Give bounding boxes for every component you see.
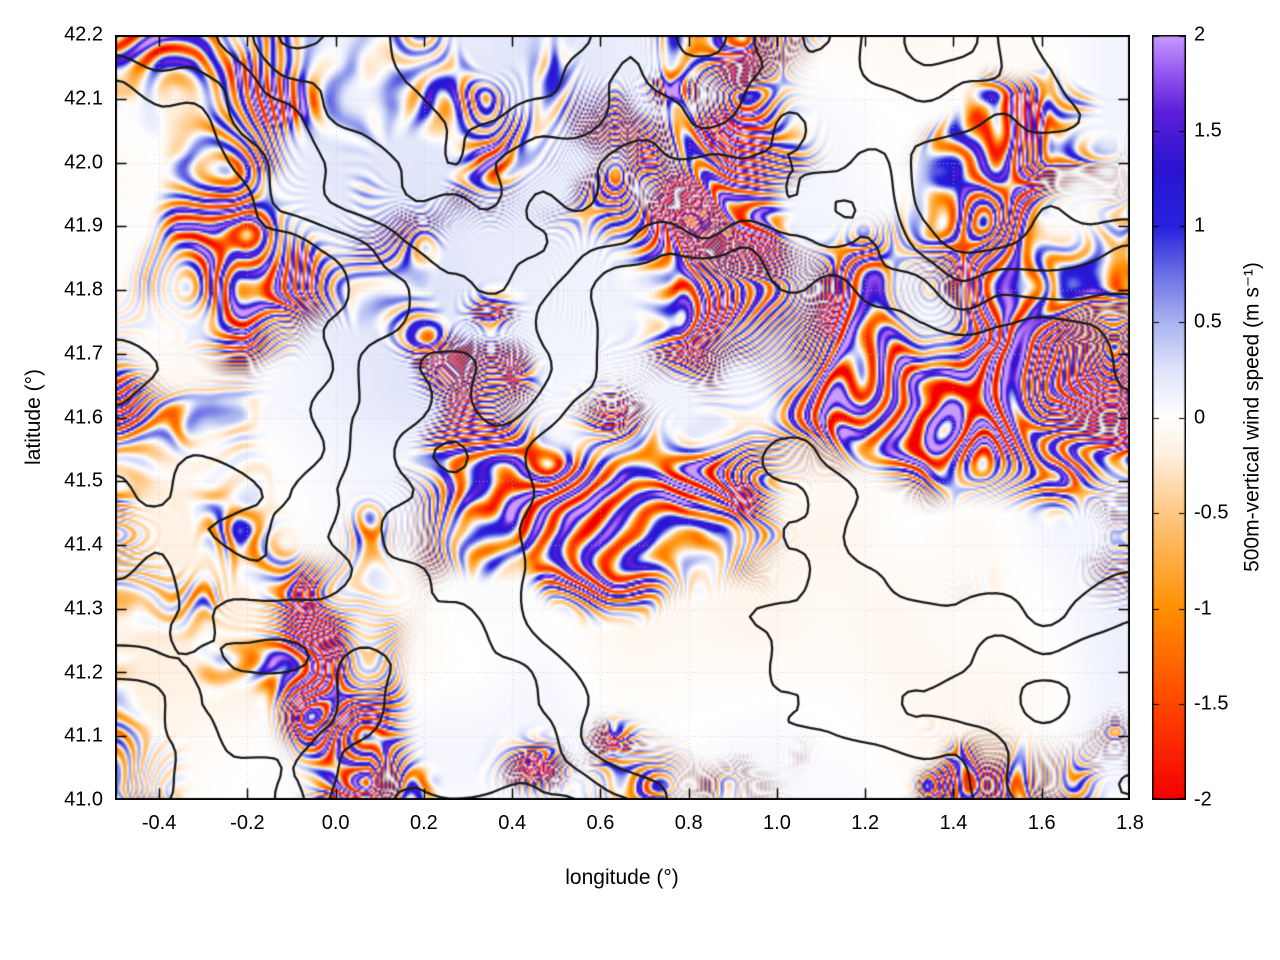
colorbar-canvas — [1152, 35, 1186, 800]
y-tick-label: 41.2 — [64, 661, 103, 683]
y-tick-label: 41.3 — [64, 597, 103, 620]
x-tick-label: -0.2 — [230, 812, 265, 834]
x-tick-label: 0.2 — [410, 812, 438, 834]
x-tick-label: 1.4 — [939, 812, 968, 834]
colorbar-tick-label: -1 — [1194, 597, 1212, 620]
colorbar-tick-label: -1.5 — [1194, 692, 1229, 715]
x-tick-label: 1.2 — [851, 812, 880, 834]
colorbar-tick-label: 1.5 — [1194, 119, 1222, 142]
heatmap-canvas — [115, 35, 1130, 800]
colorbar-tick-label: 1 — [1194, 214, 1206, 237]
colorbar-tick-label: -0.5 — [1194, 501, 1229, 524]
x-tick-label: 0.8 — [674, 812, 703, 834]
y-tick-label: 41.4 — [64, 533, 103, 556]
x-tick-label: 1.0 — [763, 812, 791, 834]
x-tick-label: 0.6 — [586, 812, 615, 834]
y-tick-label: 41.7 — [64, 342, 103, 365]
x-tick-label: 1.8 — [1116, 812, 1144, 834]
y-tick-label: 41.5 — [64, 469, 103, 492]
colorbar-tick-label: 2 — [1194, 23, 1206, 46]
y-tick-label: 42.1 — [64, 87, 103, 110]
y-tick-label: 41.8 — [64, 278, 103, 301]
x-tick-label: -0.4 — [141, 812, 177, 834]
x-tick-label: 0.0 — [321, 812, 350, 834]
x-axis-title: longitude (°) — [565, 866, 679, 889]
colorbar-tick-label: 0 — [1194, 406, 1206, 428]
colorbar-tick-label: -2 — [1194, 788, 1212, 811]
colorbar-tick-label: 0.5 — [1194, 310, 1222, 333]
x-tick-label: 1.6 — [1027, 812, 1056, 834]
y-tick-label: 42.0 — [64, 151, 103, 173]
y-axis-title: latitude (°) — [22, 369, 45, 465]
y-tick-label: 41.6 — [64, 406, 103, 428]
colorbar-title: 500m-vertical wind speed (m s⁻¹) — [1240, 262, 1264, 572]
y-tick-label: 41.0 — [64, 788, 103, 811]
y-tick-label: 42.2 — [64, 23, 103, 46]
x-tick-label: 0.4 — [498, 812, 527, 834]
y-tick-label: 41.9 — [64, 214, 103, 237]
y-tick-label: 41.1 — [64, 724, 103, 747]
